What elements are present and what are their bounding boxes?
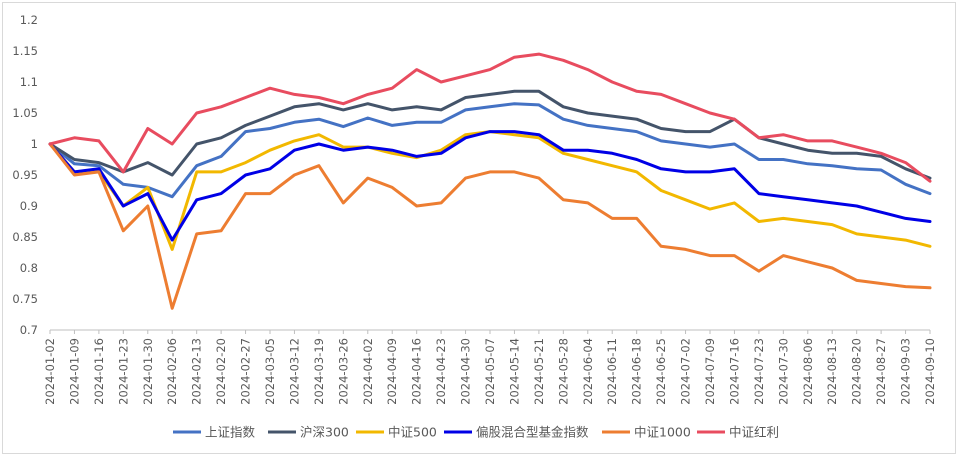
x-tick-label: 2024-04-02 — [361, 338, 375, 405]
x-tick-label: 2024-01-30 — [141, 338, 155, 405]
y-tick-label: 1.15 — [12, 44, 38, 58]
y-tick-label: 1.05 — [12, 106, 38, 120]
x-tick-label: 2024-05-07 — [483, 338, 497, 405]
x-tick-label: 2024-04-09 — [385, 338, 399, 405]
x-tick-label: 2024-01-23 — [116, 338, 130, 405]
x-tick-label: 2024-01-02 — [43, 338, 57, 405]
x-tick-label: 2024-06-04 — [581, 338, 595, 405]
series-line-2 — [48, 89, 932, 180]
series-line-3 — [48, 130, 932, 251]
y-tick-label: 1.2 — [20, 13, 38, 27]
x-tick-label: 2024-02-20 — [214, 338, 228, 405]
series-line-5 — [48, 142, 932, 310]
y-tick-label: 0.85 — [12, 230, 38, 244]
x-tick-label: 2024-01-09 — [67, 338, 81, 405]
y-tick-label: 0.8 — [20, 261, 38, 275]
x-tick-label: 2024-02-13 — [190, 338, 204, 405]
x-tick-label: 2024-07-02 — [679, 338, 693, 405]
y-tick-label: 0.7 — [20, 323, 38, 337]
x-tick-label: 2024-01-16 — [92, 338, 106, 405]
x-tick-label: 2024-07-30 — [776, 338, 790, 405]
x-tick-label: 2024-03-19 — [312, 338, 326, 405]
x-tick-label: 2024-08-20 — [850, 338, 864, 405]
chart-axes: 0.7 0.75 0.8 0.85 0.9 0.95 1 1.05 1.1 1.15 1.2 2024… — [12, 13, 937, 405]
x-tick-label: 2024-09-10 — [923, 338, 937, 405]
x-tick-label: 2024-07-23 — [752, 338, 766, 405]
x-tick-label: 2024-05-21 — [532, 338, 546, 405]
x-tick-label: 2024-02-06 — [165, 338, 179, 405]
x-tick-label: 2024-09-03 — [899, 338, 913, 405]
x-tick-label: 2024-04-16 — [410, 338, 424, 405]
series-line-4 — [48, 130, 932, 242]
x-tick-label: 2024-08-13 — [825, 338, 839, 405]
x-tick-label: 2024-03-12 — [287, 338, 301, 405]
y-tick-label: 1.1 — [20, 75, 38, 89]
y-tick-label: 0.75 — [12, 292, 38, 306]
y-tick-label: 0.95 — [12, 168, 38, 182]
legend-label: 上证指数 — [205, 425, 256, 440]
chart-legend: 上证指数 沪深300 中证500 偏股混合型基金指数 中证1000 中证红利 — [173, 425, 779, 440]
x-tick-label: 2024-06-25 — [654, 338, 668, 405]
legend-label: 偏股混合型基金指数 — [476, 425, 589, 440]
legend-label: 沪深300 — [300, 425, 349, 440]
legend-label: 中证1000 — [634, 425, 691, 440]
x-tick-label: 2024-05-28 — [556, 338, 570, 405]
x-tick-label: 2024-04-23 — [434, 338, 448, 405]
x-tick-label: 2024-08-27 — [874, 338, 888, 405]
x-tick-label: 2024-05-14 — [507, 338, 521, 405]
x-tick-label: 2024-07-16 — [727, 338, 741, 405]
x-tick-label: 2024-08-06 — [801, 338, 815, 405]
x-tick-label: 2024-04-30 — [459, 338, 473, 405]
x-tick-label: 2024-03-05 — [263, 338, 277, 405]
legend-label: 中证红利 — [729, 425, 779, 440]
legend-label: 中证500 — [388, 425, 437, 440]
x-tick-label: 2024-02-27 — [239, 338, 253, 405]
series-lines — [48, 52, 932, 310]
x-tick-label: 2024-03-26 — [336, 338, 350, 405]
y-tick-label: 1 — [31, 137, 38, 151]
series-line-1 — [48, 102, 932, 199]
series-line-6 — [48, 52, 932, 183]
x-tick-label: 2024-07-09 — [703, 338, 717, 405]
y-tick-label: 0.9 — [20, 199, 38, 213]
x-tick-label: 2024-06-18 — [630, 338, 644, 405]
x-tick-label: 2024-06-11 — [605, 338, 619, 405]
